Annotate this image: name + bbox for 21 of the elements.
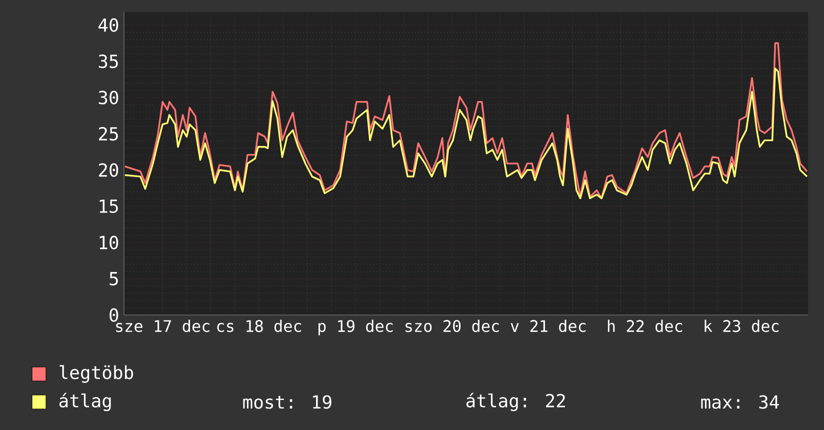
y-tick-label: 10 — [100, 236, 118, 250]
text: max: 34 — [701, 395, 779, 409]
y-tick-label: 30 — [98, 90, 118, 104]
y-tick-label: 25 — [98, 126, 118, 141]
y-tick-label: 40 — [98, 18, 118, 32]
x-tick-label: v 21 dec — [510, 320, 586, 332]
x-tick-label: h 22 dec — [608, 320, 682, 332]
y-tick-label: 5 — [110, 272, 118, 286]
y-tick-label: 35 — [98, 54, 118, 68]
y-tick-label: 20 — [98, 163, 118, 177]
y-tick-label: 15 — [100, 200, 118, 213]
x-tick-label: szo 20 dec — [406, 320, 499, 332]
x-tick-label: p 19 dec — [318, 320, 393, 336]
text: most: 19 — [243, 395, 332, 409]
legend-label: legtöbb — [60, 365, 134, 383]
x-tick-label: k 23 dec — [704, 320, 779, 332]
y-tick-label: 0 — [110, 308, 118, 322]
x-tick-label: sze 17 dec — [116, 320, 210, 332]
x-tick-label: cs 18 dec — [217, 320, 302, 332]
legend-label: átlag — [59, 392, 111, 412]
text: átlag: 22 — [466, 392, 565, 412]
